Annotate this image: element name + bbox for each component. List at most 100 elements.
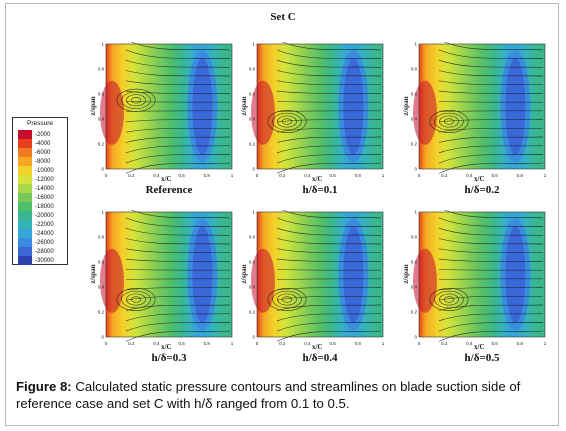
legend-item: -30000 [18, 256, 54, 266]
y-tick-label: 0.8 [98, 67, 104, 72]
legend-swatch [18, 184, 32, 194]
x-tick-label: 0.4 [466, 173, 473, 178]
legend-swatch [18, 148, 32, 158]
y-tick-label: 0.4 [98, 117, 104, 122]
x-tick-label: 0.8 [204, 173, 211, 178]
legend-item: -28000 [18, 247, 54, 257]
y-axis-title: z/span [402, 95, 410, 116]
figure-caption-text: Calculated static pressure contours and … [16, 379, 521, 411]
x-tick-label: 0.2 [128, 173, 135, 178]
y-tick-label: 0.4 [411, 285, 417, 290]
streamlines [267, 210, 382, 342]
y-tick-label: 0.8 [411, 67, 417, 72]
leading-edge-high-pressure [413, 248, 437, 313]
legend-item: -20000 [18, 211, 54, 221]
x-tick-label: 0.2 [279, 341, 286, 346]
legend-swatch [18, 175, 32, 185]
legend-item: -14000 [18, 184, 54, 194]
panel-caption: h/δ=0.2 [464, 184, 500, 196]
contour-plot: 0 0.2 0.4 0.6 0.8 1 0 0.2 0.4 0.6 0.8 1 [411, 42, 547, 178]
legend-label: -4000 [35, 140, 51, 147]
y-tick-label: 0.8 [249, 67, 255, 72]
figure-caption: Figure 8: Calculated static pressure con… [16, 378, 550, 412]
x-axis-title: x/C [312, 175, 323, 183]
x-tick-label: 0 [256, 173, 259, 178]
leading-edge-high-pressure [251, 80, 275, 145]
x-tick-label: 0.6 [329, 173, 336, 178]
x-tick-label: 1 [382, 341, 385, 346]
legend-item: -2000 [18, 130, 51, 140]
x-tick-label: 0.2 [128, 341, 135, 346]
legend-swatch [18, 229, 32, 239]
set-title: Set C [270, 11, 296, 23]
legend-label: -8000 [35, 158, 51, 165]
low-pressure-core [343, 58, 364, 155]
x-tick-label: 0.2 [441, 341, 448, 346]
legend-item: -4000 [18, 139, 51, 149]
legend-swatch [18, 139, 32, 149]
x-tick-label: 0.4 [466, 341, 473, 346]
legend-swatch [18, 247, 32, 257]
plot-border [105, 43, 233, 170]
legend-swatch [18, 256, 32, 266]
x-tick-label: 1 [544, 173, 547, 178]
legend-label: -16000 [35, 194, 54, 201]
leading-edge-high-pressure [100, 80, 124, 145]
x-tick-label: 0 [256, 341, 259, 346]
y-tick-label: 0.4 [98, 285, 104, 290]
y-tick-label: 0 [101, 167, 104, 172]
low-pressure-core [192, 226, 213, 323]
y-axis-title: z/span [240, 95, 248, 116]
y-tick-label: 0 [414, 167, 417, 172]
legend-swatch [18, 166, 32, 176]
streamlines [116, 210, 231, 342]
x-tick-label: 0 [105, 341, 108, 346]
legend-title: Pressure [26, 120, 53, 127]
figure-label: Figure 8: [16, 379, 72, 394]
x-tick-label: 1 [382, 173, 385, 178]
legend-item: -22000 [18, 220, 54, 230]
y-tick-label: 0.4 [249, 285, 255, 290]
panel-caption: h/δ=0.1 [302, 184, 338, 196]
contour-plot: 0 0.2 0.4 0.6 0.8 1 0 0.2 0.4 0.6 0.8 1 [411, 210, 547, 346]
legend-label: -24000 [35, 230, 54, 237]
x-tick-label: 1 [231, 341, 234, 346]
panel-caption: h/δ=0.5 [464, 352, 500, 364]
y-tick-label: 0.2 [98, 142, 104, 147]
legend-item: -10000 [18, 166, 54, 176]
y-tick-label: 0.8 [98, 235, 104, 240]
y-tick-label: 0 [252, 335, 255, 340]
legend-label: -28000 [35, 248, 54, 255]
x-axis-title: x/C [474, 175, 485, 183]
legend-label: -6000 [35, 149, 51, 156]
legend-label: -22000 [35, 221, 54, 228]
legend-label: -20000 [35, 212, 54, 219]
panel-caption: h/δ=0.4 [302, 352, 338, 364]
x-tick-label: 0.2 [441, 173, 448, 178]
legend-item: -12000 [18, 175, 54, 185]
x-axis-title: x/C [474, 343, 485, 351]
plot-border [418, 211, 546, 338]
legend-swatch [18, 202, 32, 212]
streamlines [116, 42, 231, 174]
legend-swatch [18, 238, 32, 248]
y-axis-title: z/span [240, 263, 248, 284]
x-tick-label: 0.8 [517, 173, 524, 178]
pressure-legend: Pressure -2000 -4000 -6000 -8000 -10000 -1200… [12, 117, 68, 266]
y-tick-label: 1 [101, 210, 104, 215]
plot-border [105, 211, 233, 338]
y-tick-label: 0 [414, 335, 417, 340]
x-tick-label: 0.4 [304, 341, 311, 346]
x-tick-label: 0.6 [491, 173, 498, 178]
contour-plot: 0 0.2 0.4 0.6 0.8 1 0 0.2 0.4 0.6 0.8 1 [98, 42, 234, 178]
legend-label: -14000 [35, 185, 54, 192]
y-tick-label: 0 [101, 335, 104, 340]
y-tick-label: 1 [414, 42, 417, 47]
streamlines [267, 42, 382, 174]
legend-label: -30000 [35, 257, 54, 264]
streamlines [429, 42, 544, 174]
x-tick-label: 0.8 [204, 341, 211, 346]
x-tick-label: 0 [418, 173, 421, 178]
x-tick-label: 0.4 [153, 341, 160, 346]
legend-label: -2000 [35, 131, 51, 138]
